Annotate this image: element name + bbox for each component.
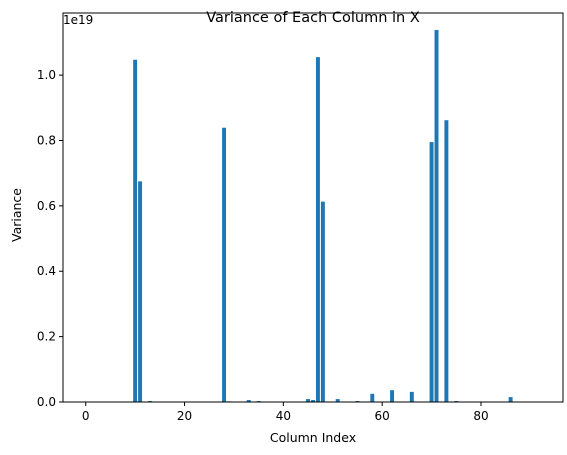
bar bbox=[311, 400, 315, 402]
bar bbox=[335, 399, 340, 402]
plot-frame bbox=[62, 12, 564, 403]
x-axis-label: Column Index bbox=[270, 430, 356, 445]
bar bbox=[246, 400, 251, 402]
bar bbox=[315, 57, 320, 402]
y-offset-label: 1e19 bbox=[63, 13, 93, 27]
y-ticks: 0.0 0.2 0.4 0.6 0.8 1.0 bbox=[37, 68, 63, 409]
y-tick-label: 0.6 bbox=[37, 199, 56, 213]
y-axis-label: Variance bbox=[9, 188, 24, 242]
y-tick-label: 0.4 bbox=[37, 264, 56, 278]
bars bbox=[133, 30, 513, 403]
y-tick-label: 0.0 bbox=[37, 395, 56, 409]
bar bbox=[320, 201, 325, 402]
bar bbox=[444, 120, 449, 402]
x-tick-label: 20 bbox=[177, 409, 192, 423]
bar bbox=[429, 142, 434, 402]
bar bbox=[434, 30, 439, 402]
bar bbox=[222, 127, 227, 403]
bar bbox=[133, 59, 138, 402]
chart-title: Variance of Each Column in X bbox=[206, 10, 420, 26]
x-tick-label: 60 bbox=[375, 409, 390, 423]
x-tick-label: 40 bbox=[276, 409, 291, 423]
y-tick-label: 1.0 bbox=[37, 68, 56, 82]
bar bbox=[390, 390, 395, 402]
x-tick-label: 0 bbox=[82, 409, 90, 423]
x-tick-label: 80 bbox=[473, 409, 488, 423]
y-tick-label: 0.2 bbox=[37, 330, 56, 344]
bar bbox=[370, 393, 375, 402]
bar bbox=[508, 397, 513, 402]
bar bbox=[409, 391, 414, 402]
x-ticks: 0 20 40 60 80 bbox=[82, 402, 489, 423]
bar bbox=[138, 181, 143, 402]
y-tick-label: 0.8 bbox=[37, 133, 56, 147]
bar bbox=[306, 399, 311, 402]
